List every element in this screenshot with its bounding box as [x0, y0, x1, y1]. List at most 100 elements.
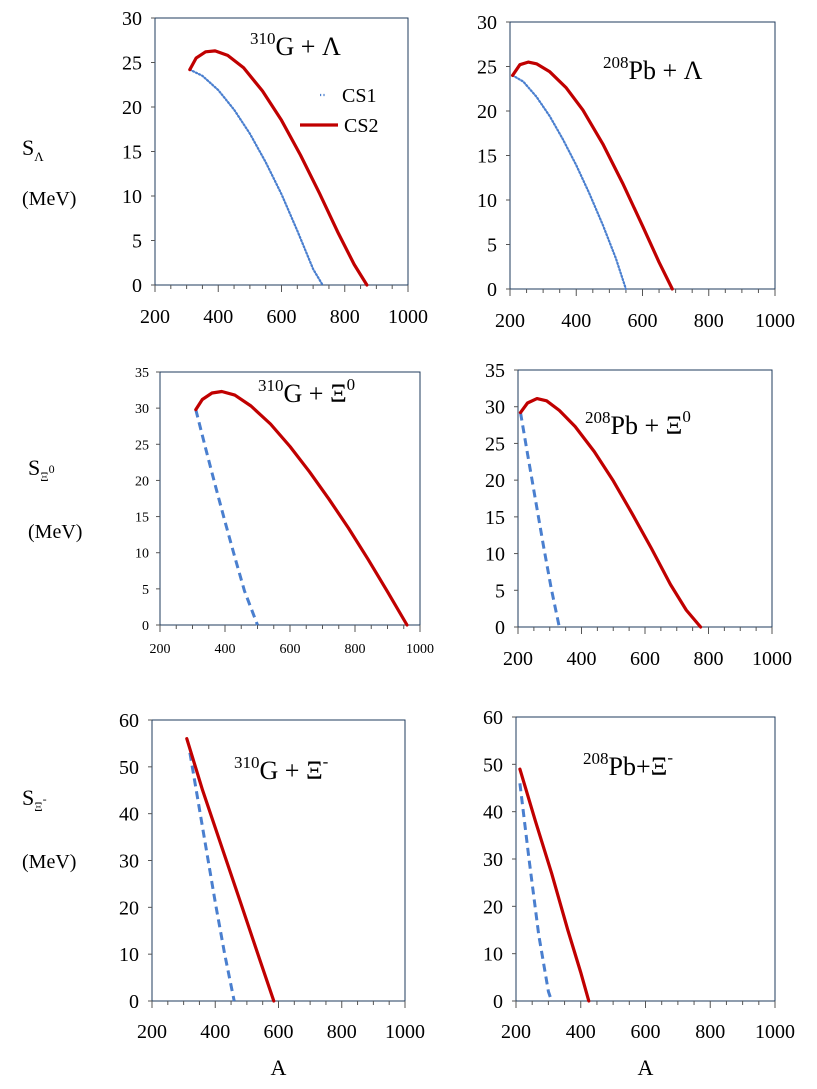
- y-tick-label: 50: [119, 757, 139, 779]
- title-mass-number: 208: [603, 53, 629, 72]
- x-tick-label: 200: [501, 1021, 531, 1043]
- legend-label-cs1: CS1: [342, 85, 376, 107]
- title-mass-number: 208: [585, 408, 611, 427]
- x-tick-label: 1000: [385, 1021, 425, 1043]
- series-line-cs1: [519, 412, 561, 628]
- series-line-cs2: [510, 60, 674, 291]
- y-tick-label: 25: [477, 57, 497, 79]
- series-line-cs1: [511, 74, 628, 291]
- y-tick-label: 10: [483, 944, 503, 966]
- y-tick-label: 15: [485, 507, 505, 529]
- x-tick-label: 1000: [755, 1021, 795, 1043]
- y-tick-label: 5: [142, 583, 149, 598]
- y-tick-label: 10: [477, 190, 497, 212]
- y-tick-label: 60: [483, 707, 503, 729]
- y-tick-label: 0: [493, 991, 503, 1013]
- title-mass-number: 310: [258, 376, 284, 395]
- series-line-cs1: [194, 409, 259, 626]
- x-tick-label: 800: [327, 1021, 357, 1043]
- chart-panel-5: 200 400 600 800 1000 0 10 20 30 40 50 60 310G + Ξ- A: [119, 710, 425, 1080]
- chart-panel-6: 200 400 600 800 1000 0 10 20 30 40 50 60 208Pb+Ξ- A: [483, 707, 795, 1080]
- y-tick-label: 25: [122, 53, 142, 75]
- y-tick-label: 35: [135, 366, 149, 381]
- title-system: Pb+Ξ: [609, 752, 668, 781]
- y-tick-label: 20: [119, 897, 139, 919]
- title-charge: 0: [347, 375, 356, 394]
- panel-title: 310G + Λ: [250, 29, 341, 61]
- title-system: G + Ξ: [260, 756, 323, 785]
- y-label-superscript: 0: [49, 462, 55, 476]
- y-tick-label: 5: [487, 235, 497, 257]
- y-tick-label: 20: [485, 470, 505, 492]
- y-tick-label: 10: [119, 944, 139, 966]
- row-2-unit-label: (MeV): [28, 521, 82, 543]
- series-line-cs1: [188, 752, 236, 1002]
- x-tick-label: 200: [137, 1021, 167, 1043]
- x-tick-label: 600: [264, 1021, 294, 1043]
- y-tick-label: 0: [142, 619, 149, 634]
- x-tick-label: 600: [280, 642, 301, 657]
- y-tick-label: 40: [483, 802, 503, 824]
- y-tick-label: 25: [485, 433, 505, 455]
- y-tick-label: 35: [485, 360, 505, 382]
- y-tick-label: 30: [477, 12, 497, 34]
- y-tick-label: 20: [483, 896, 503, 918]
- x-tick-label: 600: [628, 310, 658, 332]
- y-tick-label: 0: [129, 991, 139, 1013]
- panel-title: 310G + Ξ0: [258, 375, 355, 408]
- y-label-symbol: S: [22, 135, 34, 160]
- series-line-cs2: [194, 389, 409, 627]
- series-line-cs2: [518, 767, 591, 1003]
- row-1-unit-label: (MeV): [22, 188, 76, 210]
- y-tick-label: 30: [483, 849, 503, 871]
- row-2-y-axis-label: SΞ0: [28, 455, 55, 484]
- x-tick-label: 1000: [388, 306, 428, 328]
- y-tick-label: 0: [487, 279, 497, 301]
- panel-title: 208Pb + Ξ0: [585, 407, 691, 440]
- y-label-symbol: S: [28, 455, 40, 480]
- y-label-subscript: Ξ: [40, 469, 48, 484]
- x-tick-label: 400: [203, 306, 233, 328]
- y-tick-label: 20: [122, 97, 142, 119]
- title-charge: -: [667, 748, 673, 767]
- y-tick-label: 30: [122, 8, 142, 30]
- y-tick-label: 5: [132, 231, 142, 253]
- legend-label-cs2: CS2: [344, 115, 378, 137]
- plot-frame: [159, 371, 421, 626]
- y-tick-label: 30: [119, 851, 139, 873]
- x-tick-label: 1000: [406, 642, 434, 657]
- y-tick-label: 15: [477, 146, 497, 168]
- y-tick-label: 60: [119, 710, 139, 732]
- title-system: Pb + Ξ: [611, 411, 683, 440]
- x-tick-label: 800: [345, 642, 366, 657]
- x-axis-label: A: [638, 1055, 654, 1080]
- x-tick-label: 1000: [755, 310, 795, 332]
- x-tick-label: 800: [695, 1021, 725, 1043]
- y-label-symbol: S: [22, 785, 34, 810]
- title-mass-number: 310: [234, 753, 260, 772]
- title-charge: 0: [682, 407, 691, 426]
- x-tick-label: 800: [694, 310, 724, 332]
- panel-title: 310G + Ξ-: [234, 752, 329, 785]
- x-tick-label: 800: [694, 648, 724, 670]
- y-tick-label: 30: [485, 397, 505, 419]
- x-tick-label: 200: [150, 642, 171, 657]
- panel-title: 208Pb+Ξ-: [583, 748, 673, 781]
- title-charge: -: [323, 752, 329, 771]
- chart-panel-2: 200 400 600 800 1000 0 5 10 15 20 25 30 208Pb + Λ: [477, 12, 795, 332]
- row-3-y-axis-label: SΞ-: [22, 785, 47, 814]
- x-tick-label: 400: [566, 1021, 596, 1043]
- chart-panel-1: 200 400 600 800 1000 0 5 10 15 20 25 30 310G + Λ: [122, 8, 428, 328]
- x-tick-label: 200: [495, 310, 525, 332]
- y-tick-label: 0: [495, 617, 505, 639]
- y-tick-label: 20: [477, 101, 497, 123]
- y-tick-label: 40: [119, 804, 139, 826]
- series-line-cs1: [188, 68, 324, 287]
- y-tick-label: 5: [495, 580, 505, 602]
- y-tick-label: 10: [485, 544, 505, 566]
- y-tick-label: 25: [135, 438, 149, 453]
- x-axis-label: A: [271, 1055, 287, 1080]
